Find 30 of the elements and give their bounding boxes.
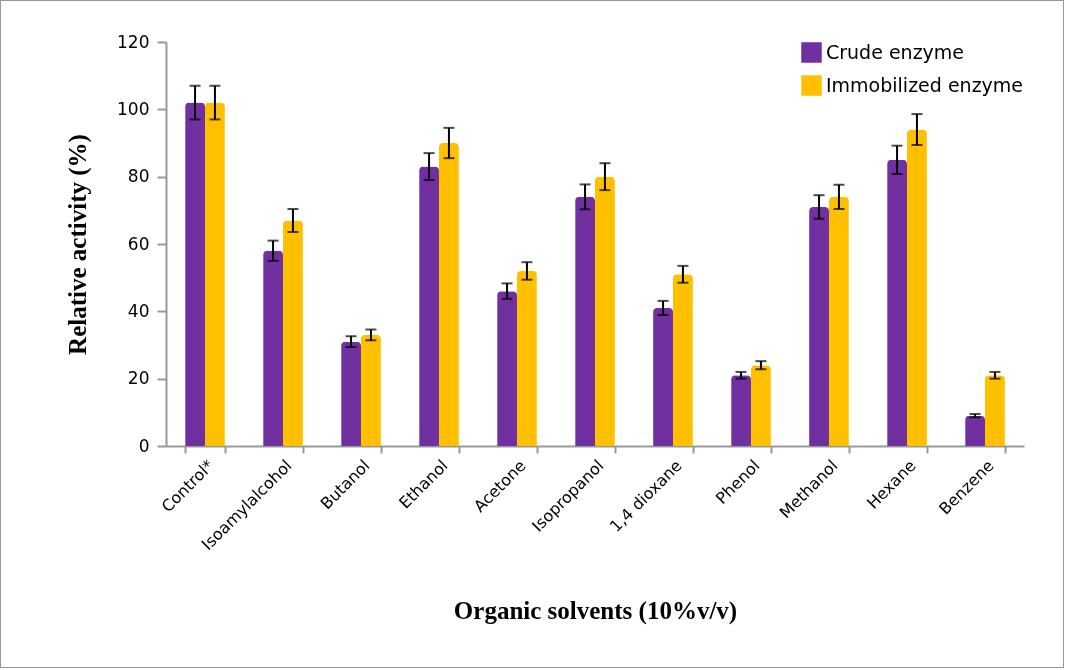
bar [361,334,381,446]
bar [595,176,615,446]
bar [907,129,927,446]
y-tick-label: 60 [127,233,150,254]
bar [341,341,361,446]
y-tick-label: 40 [127,300,150,321]
bar [673,274,693,446]
y-tick-label: 20 [127,368,150,389]
bar [575,196,595,446]
y-tick-label: 120 [117,31,150,52]
bar [965,415,985,446]
bar [205,102,225,446]
legend-label: Crude enzyme [826,40,965,63]
y-tick-label: 100 [117,98,150,119]
bar [809,206,829,446]
bar [185,102,205,446]
bar [283,220,303,446]
bar [439,143,459,446]
bar [517,270,537,446]
y-tick-label: 0 [138,435,150,456]
bar [419,166,439,446]
y-axis-title: Relative activity (%) [64,134,93,355]
bar [829,196,849,446]
legend-label: Immobilized enzyme [826,73,1024,96]
bar [263,250,283,446]
x-axis-title: Organic solvents (10%v/v) [453,597,738,626]
bar [653,307,673,446]
y-tick-label: 80 [127,166,150,187]
bar [887,159,907,446]
bar [497,291,517,446]
